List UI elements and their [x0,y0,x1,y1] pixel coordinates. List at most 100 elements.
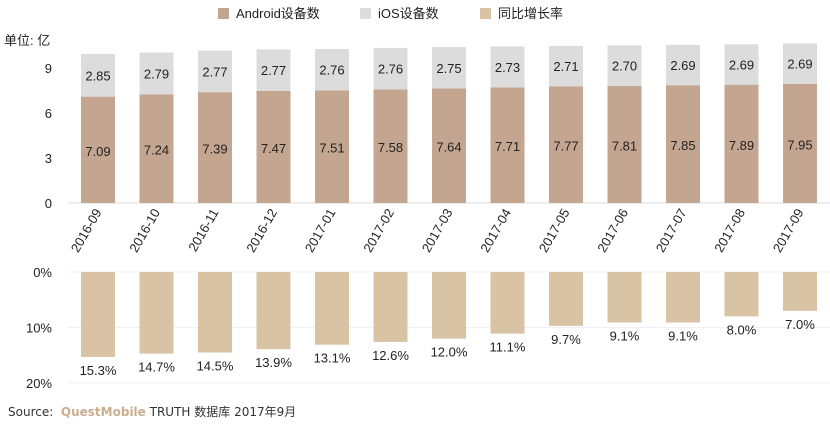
ios-bar [139,52,174,95]
growth-value-label: 14.7% [138,360,175,375]
x-tick-label: 2017-03 [419,206,456,255]
x-tick-label: 2017-09 [770,206,807,255]
legend-swatch [360,8,371,19]
android-bar [783,83,817,203]
growth-value-label: 9.1% [610,329,640,344]
android-value-label: 7.71 [495,139,520,154]
x-tick-label: 2016-10 [126,206,163,255]
ios-bar [373,47,408,90]
x-tick-label: 2016-11 [185,206,221,254]
growth-value-label: 8.0% [727,322,757,337]
android-bar [549,86,583,203]
legend-label: 同比增长率 [498,6,563,21]
ios-bar [432,47,466,89]
x-tick-label: 2017-05 [536,206,573,255]
android-value-label: 7.77 [553,139,578,154]
legend-label: Android设备数 [236,6,320,21]
y-tick-label: 3 [45,151,52,166]
android-bar [256,90,291,203]
ios-bar [607,45,642,86]
android-bar [432,88,466,203]
ios-value-label: 2.76 [319,63,344,78]
y2-tick-label: 10% [26,321,52,336]
android-value-label: 7.47 [261,141,286,156]
x-tick-label: 2017-06 [594,206,631,255]
ios-bar [490,46,525,88]
android-value-label: 7.89 [729,138,754,153]
x-tick-label: 2017-01 [302,206,339,255]
y-tick-label: 9 [45,61,52,76]
ios-value-label: 2.69 [729,57,754,72]
android-value-label: 7.39 [202,142,227,157]
x-tick-label: 2017-04 [477,206,514,255]
android-bar [490,87,525,203]
android-bar [315,90,349,203]
x-tick-label: 2017-07 [653,206,690,255]
growth-bar [256,272,291,350]
android-value-label: 7.51 [319,141,344,156]
ios-value-label: 2.76 [378,62,403,77]
growth-value-label: 11.1% [490,340,526,355]
growth-value-label: 7.0% [785,317,815,332]
ios-value-label: 2.75 [436,61,461,76]
ios-value-label: 2.77 [261,63,286,78]
growth-bar [198,272,232,353]
ios-bar [666,44,700,86]
growth-bar [490,272,525,334]
growth-value-label: 9.7% [551,332,581,347]
growth-bar [315,272,349,345]
ios-bar [549,45,583,87]
growth-value-label: 13.1% [314,351,351,366]
legend-label: iOS设备数 [378,6,439,21]
growth-value-label: 9.1% [668,329,698,344]
x-tick-label: 2016-09 [68,206,105,255]
growth-bar [81,272,115,357]
ios-bar [81,53,115,97]
growth-value-label: 14.5% [197,358,234,373]
x-tick-label: 2017-02 [360,206,397,255]
android-bar [666,85,700,203]
android-bar [373,89,408,203]
growth-value-label: 12.0% [431,345,468,360]
x-tick-label: 2016-12 [243,206,280,255]
android-bar [607,85,642,203]
growth-bar [783,272,817,311]
android-value-label: 7.85 [670,138,695,153]
growth-bar [139,272,174,354]
ios-value-label: 2.70 [612,59,637,74]
ios-value-label: 2.71 [553,59,578,74]
source-prefix: Source: [8,405,54,419]
source-note: Source: QuestMobile TRUTH 数据库 2017年9月 [8,403,296,420]
unit-label: 单位: 亿 [4,33,50,48]
android-bar [198,92,232,203]
android-value-label: 7.81 [612,138,637,153]
y-tick-label: 0 [45,196,52,211]
ios-value-label: 2.79 [144,66,169,81]
x-tick-label: 2017-08 [711,206,748,255]
android-bar [81,96,115,203]
growth-bar [432,272,466,339]
ios-bar [783,43,817,84]
ios-value-label: 2.69 [787,57,812,72]
legend-swatch [218,8,229,19]
ios-bar [256,49,291,91]
growth-value-label: 15.3% [80,363,117,378]
ios-value-label: 2.73 [495,60,520,75]
android-value-label: 7.24 [144,143,169,158]
growth-value-label: 13.9% [255,355,292,370]
ios-value-label: 2.85 [85,68,110,83]
source-rest: TRUTH 数据库 2017年9月 [149,405,297,419]
y-tick-label: 6 [45,106,52,121]
ios-value-label: 2.77 [202,64,227,79]
ios-bar [724,44,759,85]
growth-value-label: 12.6% [372,348,409,363]
y2-tick-label: 20% [26,376,52,391]
android-bar [724,84,759,203]
growth-bar [373,272,408,342]
android-value-label: 7.09 [85,144,110,159]
android-bar [139,94,174,203]
ios-value-label: 2.69 [670,58,695,73]
ios-bar [198,50,232,93]
growth-bar [607,272,642,323]
